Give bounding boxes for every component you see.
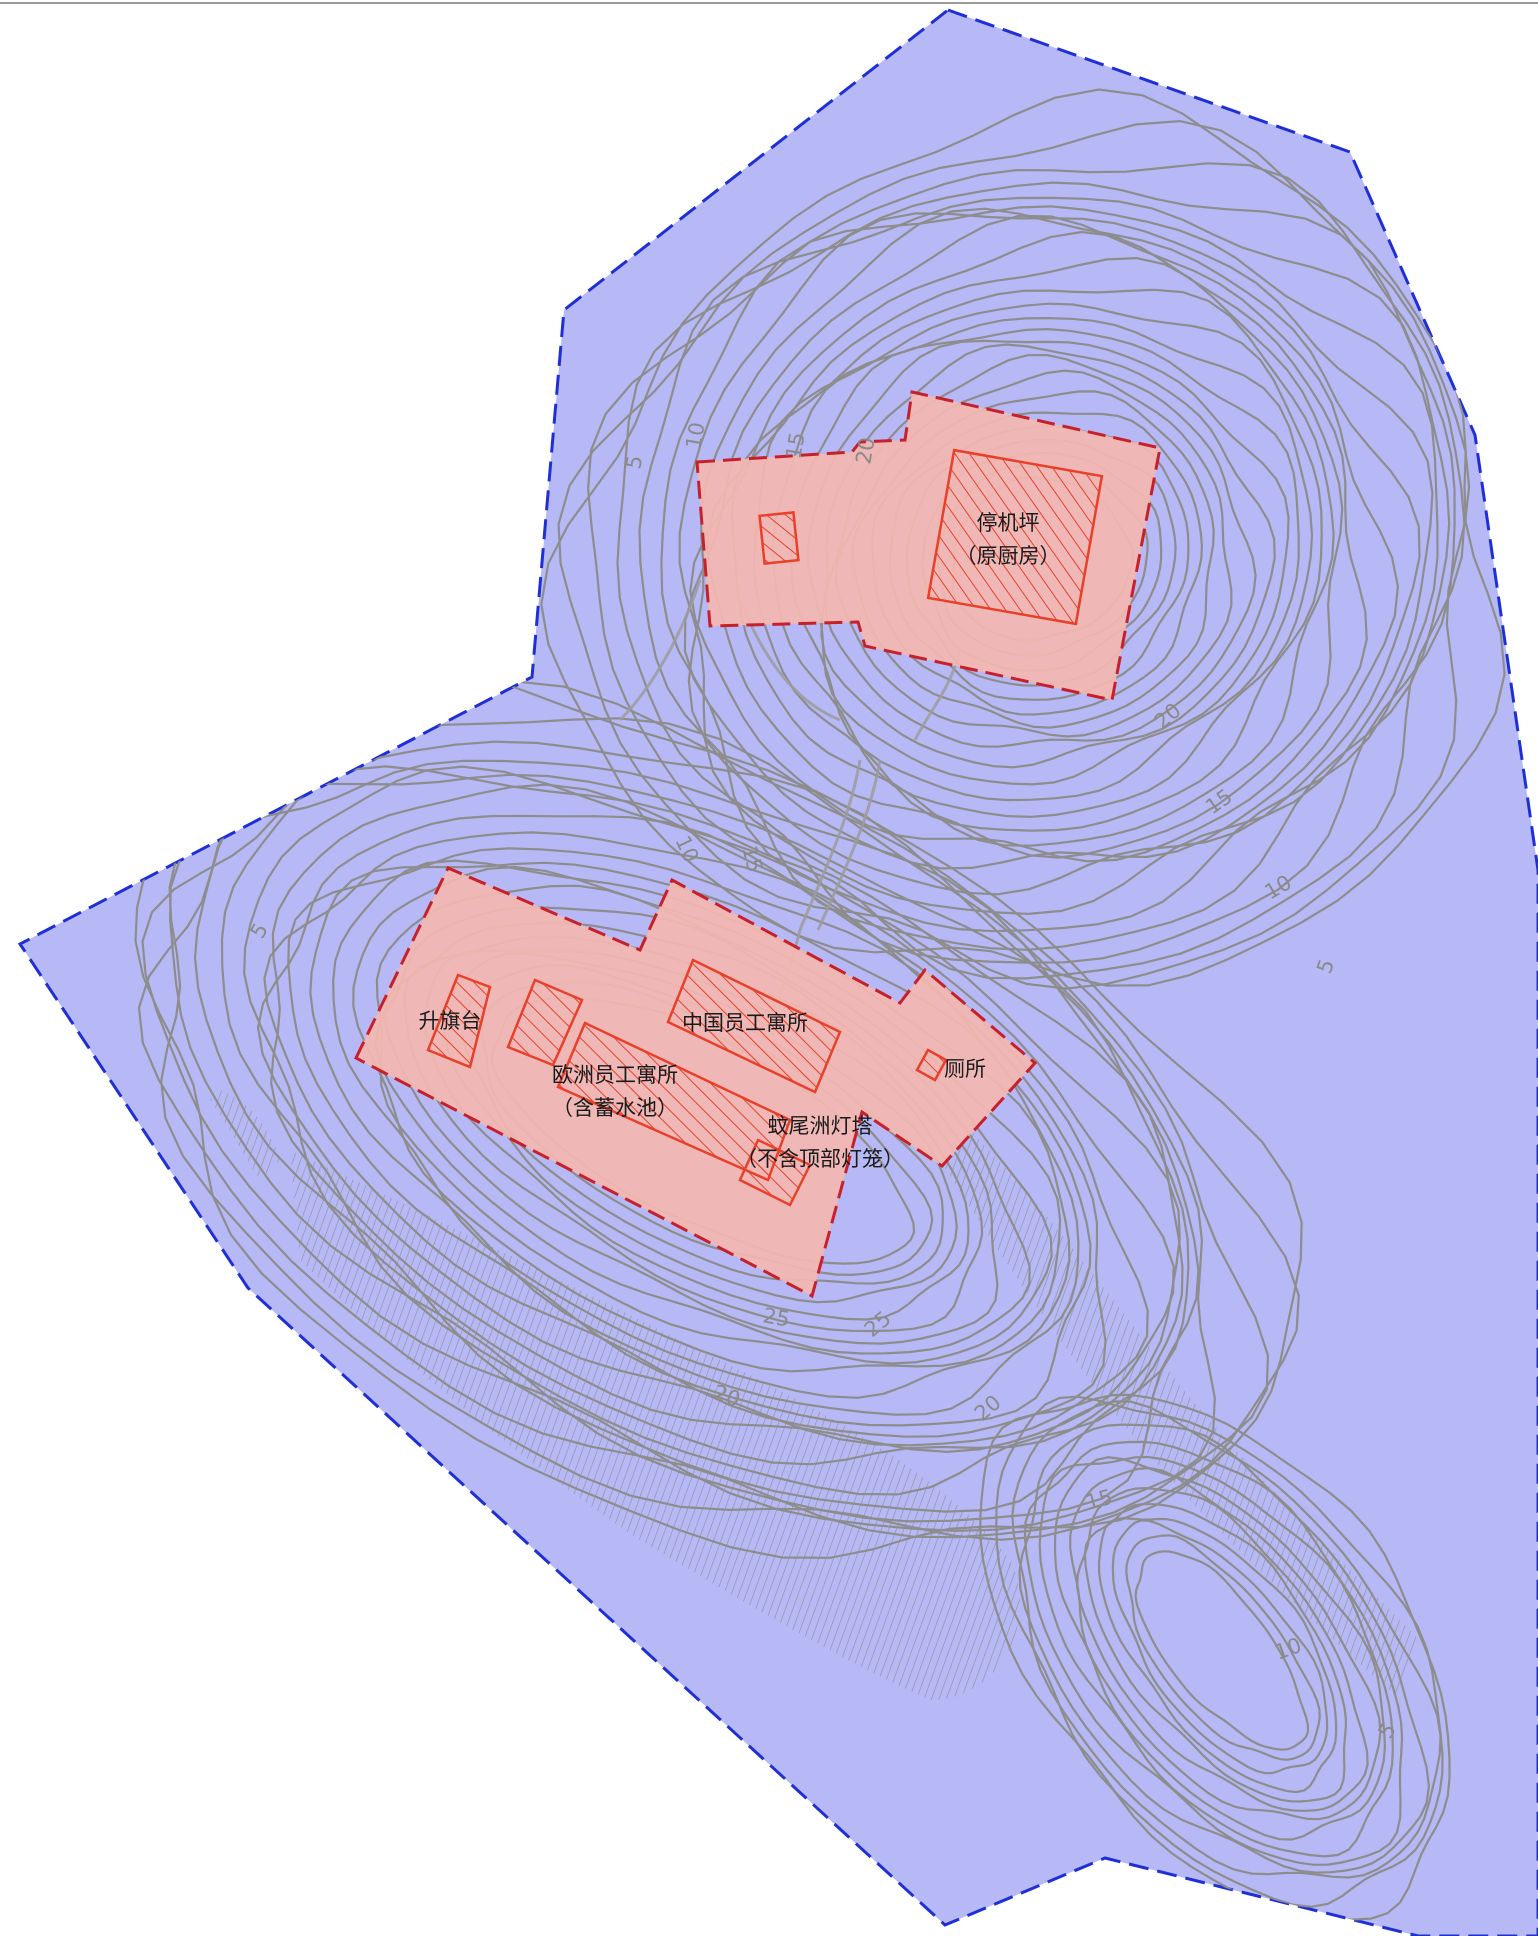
- slope-hatch-bands: [210, 1090, 1420, 1700]
- contour-line: [660, 205, 1439, 933]
- annex-building: [506, 978, 584, 1067]
- contour-line: [1054, 1456, 1387, 1841]
- contour-line: [137, 717, 1270, 1539]
- elevation-label: 15: [781, 430, 809, 460]
- flag-platform-label: 升旗台: [418, 1009, 482, 1033]
- contour-line: [141, 740, 1216, 1533]
- contour-line: [557, 119, 1471, 990]
- contour-line: [586, 162, 1466, 980]
- lighthouse-note-label: （不含顶部灯笼）: [736, 1147, 904, 1171]
- contour-line: [1134, 1550, 1309, 1751]
- contour-line: [772, 316, 1314, 819]
- helipad-building: [926, 448, 1104, 626]
- toilet-label: 厕所: [944, 1057, 986, 1081]
- contour-line: [1111, 1519, 1329, 1775]
- european-dorm-note-label: （含蓄水池）: [552, 1096, 678, 1120]
- contour-line: [995, 1395, 1444, 1908]
- small-structure-north: [758, 510, 800, 566]
- buildings: [426, 448, 1104, 1207]
- contour-line: [616, 181, 1456, 964]
- elevation-label: 10: [681, 420, 709, 450]
- contour-line: [638, 196, 1451, 951]
- contour-line: [1023, 1440, 1404, 1866]
- toilet-building: [915, 1048, 948, 1082]
- helipad-note-label: （原厨房）: [955, 544, 1061, 568]
- contour-line: [706, 256, 1344, 859]
- contour-line: [243, 765, 1181, 1466]
- chinese-dorm-building: [666, 958, 842, 1094]
- lighthouse-label: 蚊尾洲灯塔: [767, 1114, 873, 1138]
- contour-line: [979, 1393, 1451, 1921]
- contour-line: [752, 302, 1323, 832]
- contour-line: [1011, 1400, 1442, 1879]
- helipad-label: 停机坪: [976, 511, 1040, 535]
- contour-line: [540, 88, 1506, 987]
- european-dorm-label: 欧洲员工寓所: [552, 1063, 678, 1087]
- contour-line: [1018, 1423, 1431, 1874]
- contour-line: [1083, 1502, 1347, 1803]
- elevation-label: 25: [761, 1303, 791, 1331]
- contour-line: [1125, 1534, 1321, 1761]
- contour-line: [1076, 1486, 1369, 1812]
- lighthouse-building: [738, 1138, 812, 1207]
- flag-platform-building: [426, 973, 492, 1069]
- chinese-dorm-label: 中国员工寓所: [682, 1011, 808, 1035]
- contour-line: [1069, 1466, 1382, 1821]
- contour-line: [270, 783, 1175, 1454]
- contour-line: [683, 214, 1400, 870]
- contour-line: [678, 212, 1434, 916]
- contour-line: [689, 230, 1368, 863]
- contour-line: [730, 288, 1335, 847]
- contour-line: [220, 765, 1184, 1496]
- elevation-label: 5: [621, 454, 647, 471]
- elevation-label: 20: [851, 435, 879, 465]
